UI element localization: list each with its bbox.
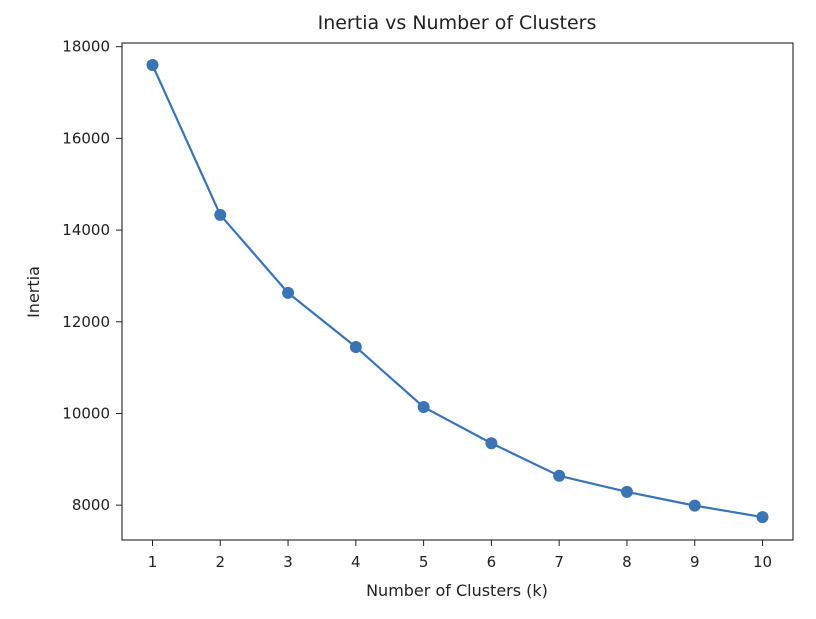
x-tick-label: 10	[753, 553, 772, 571]
y-tick-label: 10000	[62, 404, 110, 422]
plot-area-frame	[121, 42, 794, 541]
data-point	[282, 286, 295, 299]
x-tick-label: 2	[216, 553, 226, 571]
data-point	[688, 499, 701, 512]
x-tick-label: 7	[554, 553, 564, 571]
y-tick-label: 8000	[72, 496, 110, 514]
axis-ticks: 1 2 3 4 5 6 7 8 9 10 8000 10000 12000 14000 16000 18000	[62, 38, 772, 571]
data-point	[349, 340, 362, 353]
data-point	[417, 401, 430, 414]
data-point	[620, 485, 633, 498]
y-tick-label: 12000	[62, 313, 110, 331]
x-tick-label: 9	[690, 553, 700, 571]
x-tick-label: 5	[419, 553, 429, 571]
x-tick-label: 8	[622, 553, 632, 571]
data-point	[146, 59, 159, 72]
data-point	[756, 511, 769, 524]
y-axis-label: Inertia	[24, 266, 43, 318]
x-tick-label: 6	[487, 553, 497, 571]
x-axis-label: Number of Clusters (k)	[366, 581, 548, 600]
x-tick-label: 3	[283, 553, 293, 571]
data-point	[553, 469, 566, 482]
y-tick-label: 18000	[62, 38, 110, 56]
y-tick-label: 16000	[62, 129, 110, 147]
data-point	[214, 208, 227, 221]
series-layer	[146, 59, 769, 524]
series-line	[151, 64, 763, 519]
chart-title: Inertia vs Number of Clusters	[318, 12, 597, 34]
x-tick-label: 1	[148, 553, 158, 571]
y-tick-label: 14000	[62, 221, 110, 239]
data-point	[485, 437, 498, 450]
x-tick-label: 4	[351, 553, 361, 571]
